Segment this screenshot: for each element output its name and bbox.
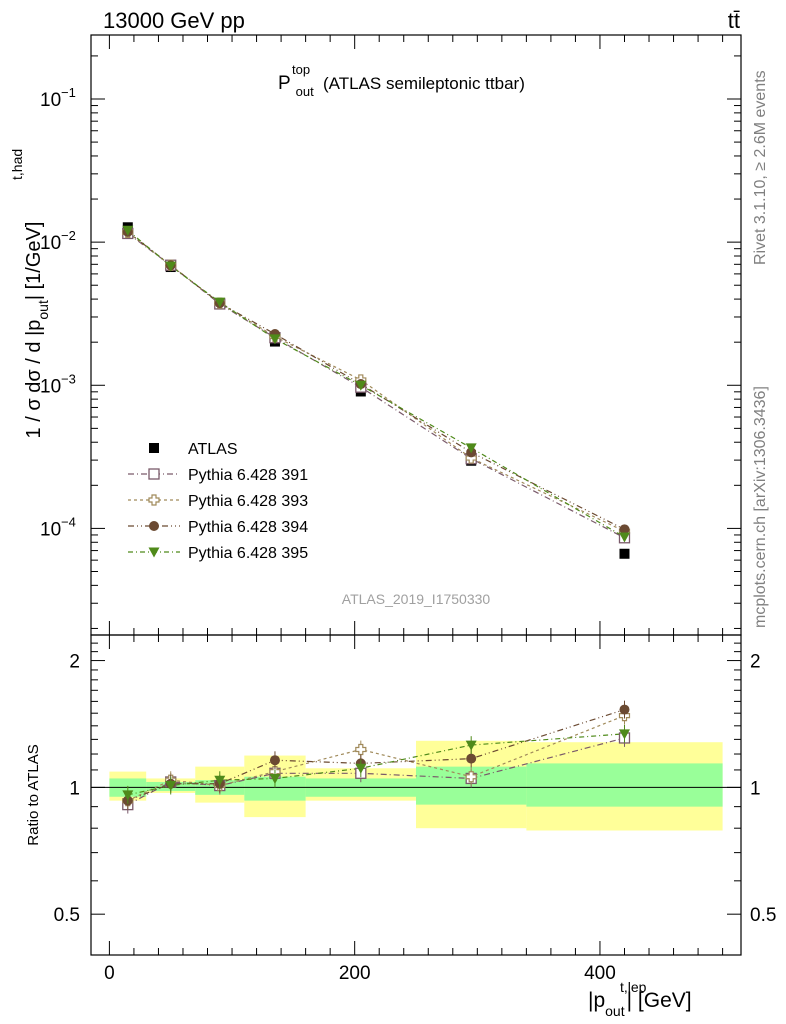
ratio-y-tick-label-right: 2	[750, 652, 761, 673]
series-line	[127, 231, 625, 532]
ratio-panel-layer	[122, 700, 631, 814]
xlabel-rest: | [GeV]	[627, 989, 692, 1012]
analysis-id: ATLAS_2019_I1750330	[342, 591, 491, 607]
y-tick-label-exponent: −3	[61, 371, 76, 386]
title-main: P	[278, 73, 290, 94]
ratio-point	[465, 771, 477, 783]
legend: ATLAS Pythia 6.428 391 Pythia 6.428 393 Pyt…	[128, 441, 308, 562]
y-tick-label-exponent: −4	[61, 514, 76, 529]
data-point	[165, 261, 177, 272]
ratio-y-tick-label: 2	[69, 652, 80, 673]
ratio-panel-frame	[90, 634, 742, 956]
data-point	[214, 297, 226, 308]
legend-marker	[149, 521, 159, 531]
xlabel-sup: t,lep	[620, 979, 647, 995]
stat-uncertainty-band	[244, 776, 306, 801]
ratio-point	[466, 753, 477, 764]
panel-frames: 10−110−210−310 −40.5 0.51 12 20 200 400	[40, 34, 776, 984]
legend-label: ATLAS	[188, 441, 238, 458]
xlabel-sub: out	[605, 1003, 625, 1019]
ylabel-sub: out	[35, 300, 51, 320]
ratio-y-tick-label: 0.5	[54, 905, 80, 926]
data-point	[122, 225, 134, 236]
ratio-point	[619, 704, 630, 715]
x-tick-label: 200	[339, 963, 371, 984]
ratio-ylabel: Ratio to ATLAS	[25, 744, 42, 845]
legend-label: Pythia 6.428 393	[188, 493, 308, 510]
x-tick-label: 400	[584, 963, 616, 984]
y-tick-label: 10	[40, 376, 61, 397]
legend-marker	[149, 443, 159, 453]
data-point	[619, 524, 630, 535]
y-tick-label-exponent: −1	[61, 85, 76, 100]
data-point	[619, 548, 630, 559]
series-line	[127, 231, 625, 530]
y-tick-label: 10	[40, 90, 61, 111]
xlabel-main: |p	[588, 989, 605, 1012]
legend-label: Pythia 6.428 394	[188, 519, 308, 536]
data-point	[618, 532, 630, 543]
ratio-point	[269, 755, 280, 766]
ratio-point	[355, 743, 367, 756]
ylabel-rest: | [1/GeV]	[23, 222, 45, 301]
ylabel-sup: t,had	[9, 149, 25, 180]
data-point	[269, 334, 281, 345]
legend-marker	[148, 468, 160, 480]
ratio-point	[465, 740, 477, 751]
ratio-point	[618, 729, 630, 740]
series-line	[127, 229, 625, 538]
main-title: P out (ATLAS semileptonic ttbar)	[278, 73, 525, 101]
ratio-point	[122, 790, 134, 801]
ratio-y-tick-label-right: 1	[750, 778, 761, 799]
title-sub: out	[296, 84, 314, 99]
energy-label: 13000 GeV pp	[103, 8, 245, 33]
ratio-point	[355, 763, 367, 774]
ratio-y-tick-label: 1	[69, 778, 80, 799]
mcplots-label: mcplots.cern.ch [arXiv:1306.3436]	[752, 386, 769, 628]
legend-label: Pythia 6.428 391	[188, 467, 308, 484]
data-point	[355, 380, 367, 391]
x-tick-label: 0	[104, 963, 115, 984]
rivet-version-label: Rivet 3.1.10, ≥ 2.6M events	[752, 70, 769, 265]
main-ylabel: 1 / σ dσ / d |pout| [1/GeV]	[23, 222, 51, 439]
y-tick-label-exponent: −2	[61, 228, 76, 243]
legend-label: Pythia 6.428 395	[188, 545, 308, 562]
data-point	[465, 443, 477, 454]
uncertainty-bands-layer	[91, 740, 741, 831]
ratio-xlabel: |pout| [GeV]	[588, 989, 692, 1019]
y-tick-label: 10	[40, 519, 61, 540]
main-panel-layer	[122, 222, 631, 559]
ylabel-main: 1 / σ dσ / d |p	[23, 320, 45, 439]
legend-marker	[148, 494, 160, 506]
title-rest: (ATLAS semileptonic ttbar)	[323, 74, 525, 93]
process-label: tt̄	[728, 8, 740, 33]
stat-uncertainty-band	[526, 763, 723, 807]
ratio-point	[165, 781, 177, 792]
y-tick-label: 10	[40, 233, 61, 254]
ratio-y-tick-label-right: 0.5	[750, 905, 776, 926]
ratio-point	[214, 775, 226, 786]
title-sup: top	[292, 62, 310, 77]
ratio-point	[269, 773, 281, 784]
legend-marker	[148, 547, 160, 558]
